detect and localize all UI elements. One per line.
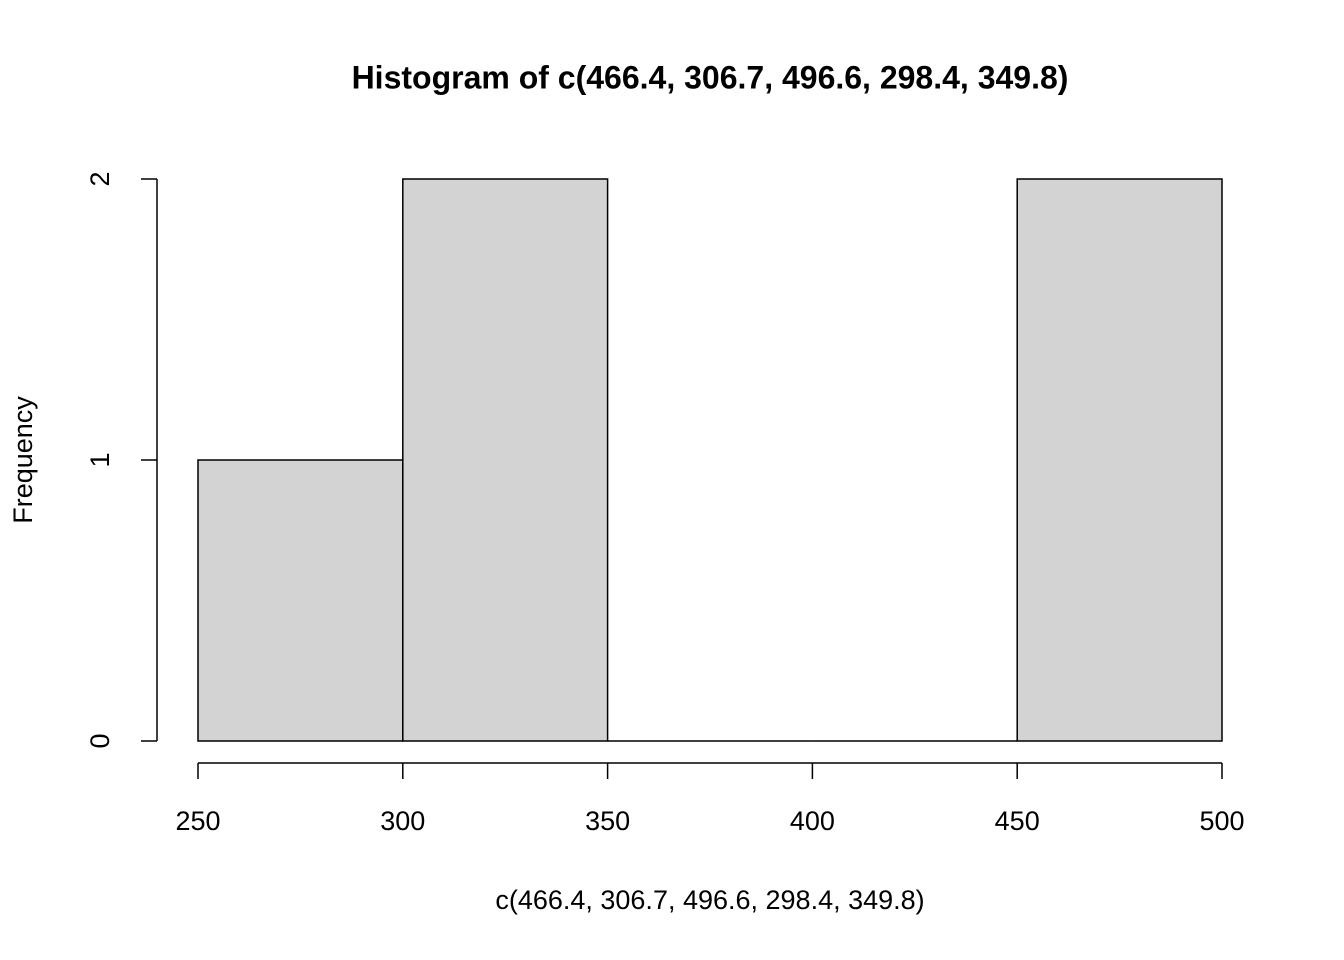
x-tick-label: 350 <box>585 806 630 836</box>
x-tick-label: 400 <box>790 806 835 836</box>
bar <box>197 459 404 742</box>
y-tick-label: 2 <box>85 171 115 186</box>
x-tick-label: 450 <box>995 806 1040 836</box>
x-tick-label: 250 <box>175 806 220 836</box>
y-tick-label: 1 <box>85 452 115 467</box>
bar <box>1016 178 1223 742</box>
chart-title: Histogram of c(466.4, 306.7, 496.6, 298.… <box>352 59 1069 95</box>
bar <box>402 178 609 742</box>
x-tick-label: 500 <box>1199 806 1244 836</box>
y-axis-label: Frequency <box>8 396 38 524</box>
x-tick-label: 300 <box>380 806 425 836</box>
x-axis-label: c(466.4, 306.7, 496.6, 298.4, 349.8) <box>495 885 924 915</box>
y-tick-label: 0 <box>85 733 115 748</box>
